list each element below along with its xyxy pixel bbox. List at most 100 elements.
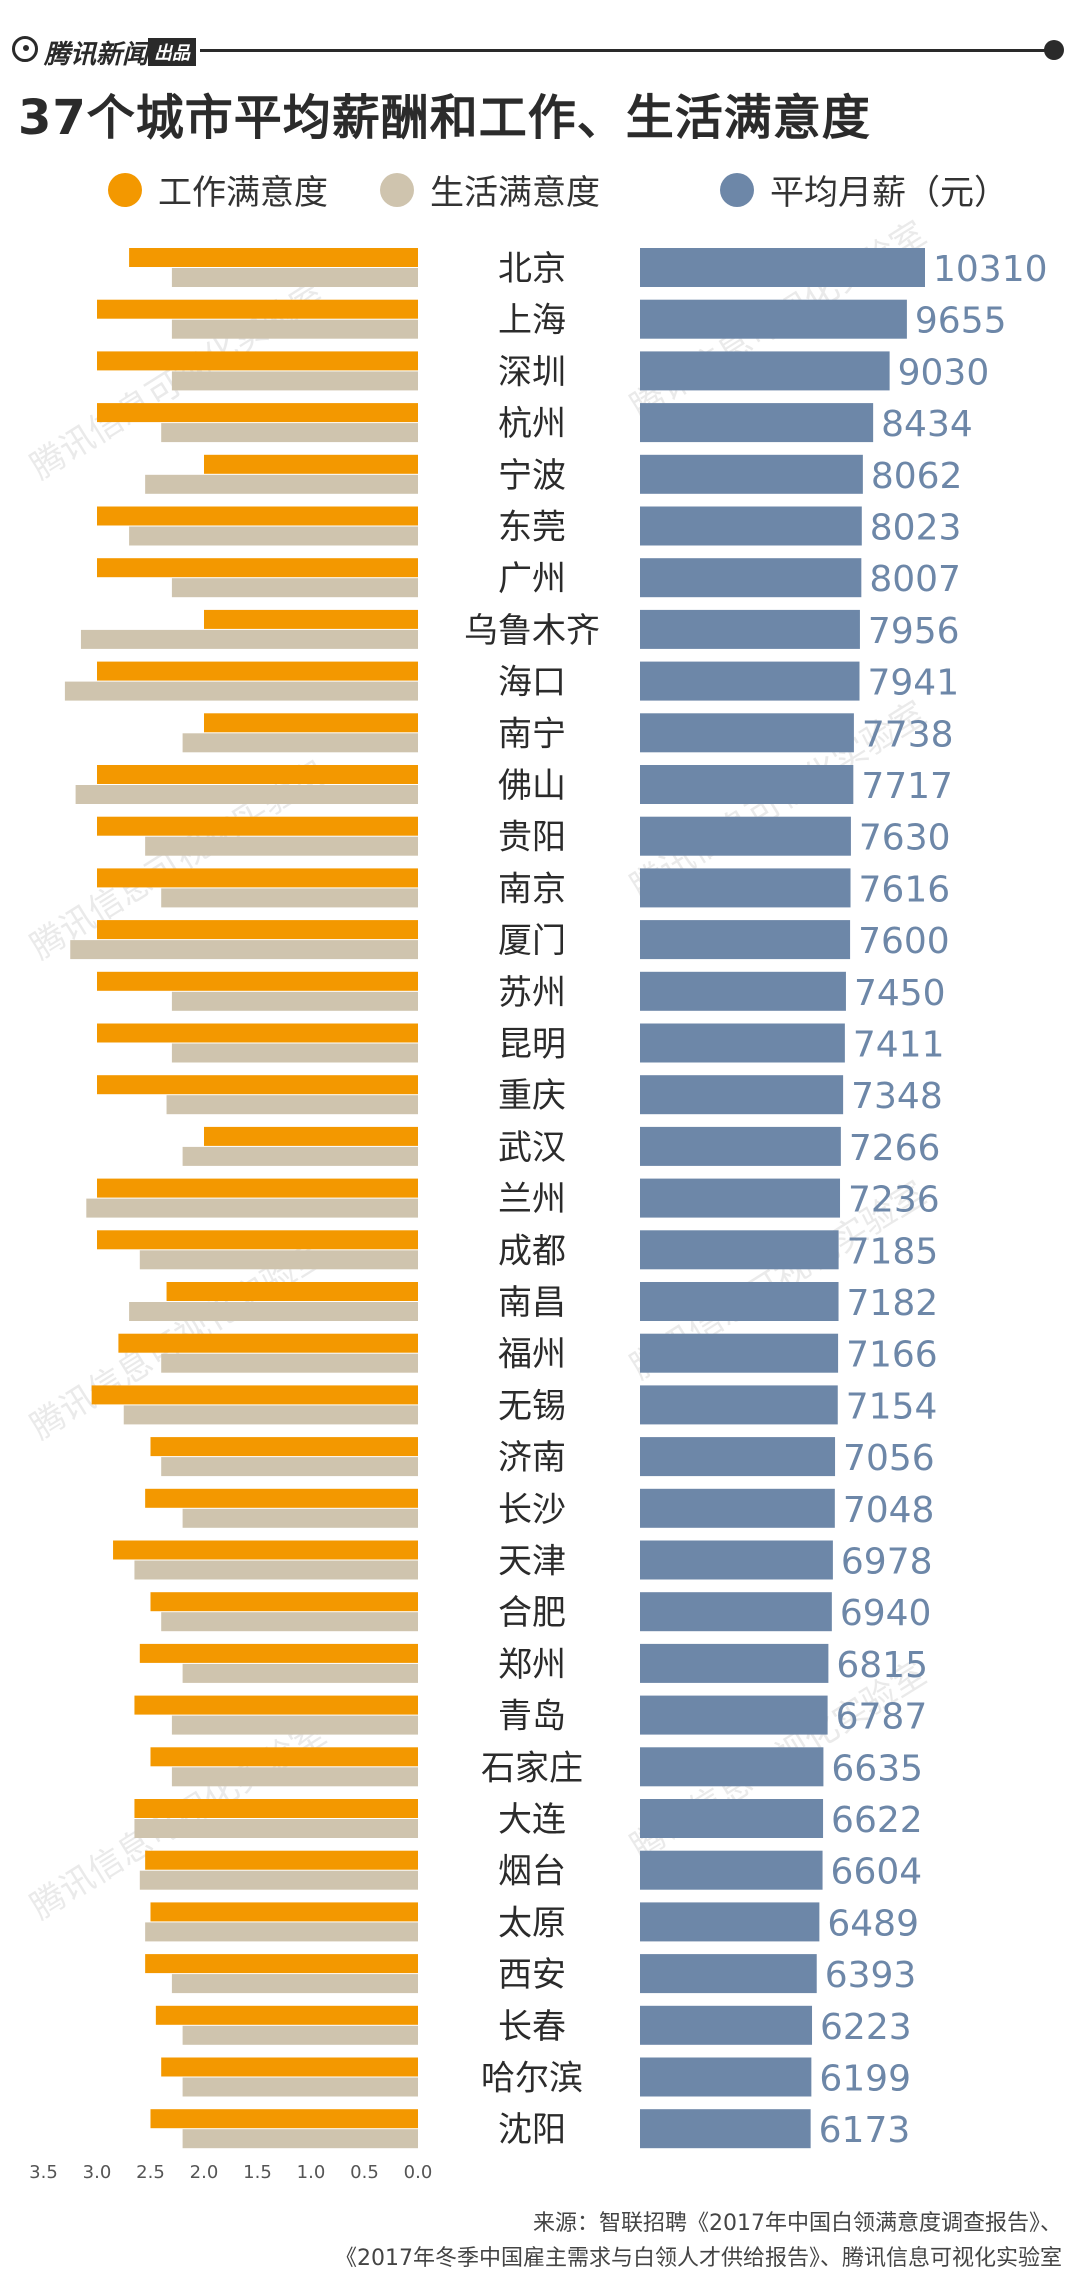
salary-bar [640,1178,841,1218]
work-satisfaction-bar [97,1178,418,1198]
work-satisfaction-bar [150,1902,418,1922]
salary-value-label: 7056 [843,1438,935,1479]
city-label: 沈阳 [498,2110,566,2150]
city-label: 石家庄 [481,1748,583,1788]
city-label: 南宁 [498,714,566,754]
salary-value-label: 8062 [871,456,963,497]
salary-value-label: 6604 [831,1852,923,1893]
legend-label-life: 生活满意度 [430,173,600,213]
work-satisfaction-bar [97,1023,418,1043]
work-satisfaction-bar [113,1540,419,1560]
salary-value-label: 9030 [898,352,990,393]
life-satisfaction-bar [182,733,418,753]
legend-item-work: 工作满意度 [108,165,328,214]
city-label: 青岛 [498,1697,566,1737]
salary-bar [640,1230,839,1270]
salary-bar [640,868,851,908]
salary-value-label: 6978 [841,1542,933,1583]
x-axis-tick-label: 0.0 [404,2162,433,2183]
city-label: 武汉 [498,1128,566,1168]
work-satisfaction-bar [204,1126,418,1146]
work-satisfaction-bar [97,506,418,526]
salary-value-label: 7348 [851,1076,943,1117]
work-satisfaction-bar [145,1488,418,1508]
life-satisfaction-bar [145,836,418,856]
salary-bar [640,558,862,598]
city-label: 天津 [498,1542,566,1582]
city-label: 郑州 [498,1645,566,1685]
work-satisfaction-bar [97,299,418,319]
city-label: 苏州 [498,973,566,1013]
salary-value-label: 8007 [869,559,961,600]
salary-value-label: 6223 [820,2007,912,2048]
life-satisfaction-bar [171,371,418,391]
city-label: 东莞 [498,508,566,548]
salary-bar [640,1799,824,1838]
legend-dot-salary [720,172,754,207]
salary-bar [640,1902,820,1942]
salary-value-label: 6940 [840,1593,932,1634]
life-satisfaction-bar [182,2129,418,2149]
salary-bar [640,1643,829,1683]
city-label: 南京 [498,869,566,909]
city-label: 深圳 [498,352,566,392]
city-label: 太原 [498,1903,566,1943]
life-satisfaction-bar [171,578,418,598]
work-satisfaction-bar [97,920,418,940]
work-satisfaction-bar [204,454,418,474]
salary-value-label: 7166 [846,1335,938,1376]
salary-value-label: 6489 [827,1903,919,1944]
legend-dot-life [380,172,414,207]
work-satisfaction-bar [145,1954,418,1974]
work-satisfaction-bar [97,558,418,578]
x-axis-tick-label: 2.0 [190,2162,219,2183]
work-satisfaction-bar [97,661,418,681]
life-satisfaction-bar [171,1715,418,1735]
work-satisfaction-bar [204,713,418,733]
work-satisfaction-bar [134,1799,418,1818]
life-satisfaction-bar [171,991,418,1011]
salary-bar [640,1385,838,1425]
salary-bar [640,920,851,960]
salary-value-label: 6199 [819,2059,911,2100]
work-satisfaction-bar [145,1850,418,1870]
salary-bar [640,1488,835,1528]
salary-value-label: 7600 [858,921,950,962]
salary-value-label: 7236 [848,1180,940,1221]
brand-header: 腾讯新闻 出品 [0,30,1080,70]
work-satisfaction-bar [97,971,418,991]
city-label: 南昌 [498,1283,566,1323]
salary-value-label: 7048 [843,1490,935,1531]
page-title: 37个城市平均薪酬和工作、生活满意度 [18,90,871,146]
life-satisfaction-bar [161,423,418,443]
salary-bar [640,971,846,1011]
salary-value-label: 7738 [862,714,954,755]
source-line-2: 《2017年冬季中国雇主需求与白领人才供给报告》、腾讯信息可视化实验室 [335,2246,1062,2271]
salary-bar [640,1850,823,1890]
salary-bar [640,1437,836,1477]
city-label: 海口 [498,663,566,703]
city-label: 烟台 [498,1852,566,1892]
salary-value-label: 6635 [831,1748,923,1789]
work-satisfaction-bar [97,765,418,784]
life-satisfaction-bar [182,2025,418,2045]
salary-value-label: 6815 [836,1645,928,1686]
work-satisfaction-bar [97,351,418,371]
salary-value-label: 6173 [819,2110,911,2151]
legend-dot-work [108,172,142,207]
salary-bar [640,1695,828,1735]
life-satisfaction-bar [145,1922,418,1942]
salary-value-label: 6787 [836,1697,928,1738]
x-axis-tick-label: 3.5 [29,2162,58,2183]
life-satisfaction-bar [145,474,418,494]
life-satisfaction-bar [123,1405,418,1425]
salary-bar [640,351,890,391]
city-label: 西安 [498,1955,566,1995]
salary-value-label: 10310 [933,249,1048,290]
life-satisfaction-bar [171,268,418,287]
salary-bar [640,299,907,339]
legend-item-life: 生活满意度 [380,165,600,214]
life-satisfaction-bar [182,2077,418,2097]
salary-bar [640,816,851,856]
salary-bar [640,1282,839,1321]
